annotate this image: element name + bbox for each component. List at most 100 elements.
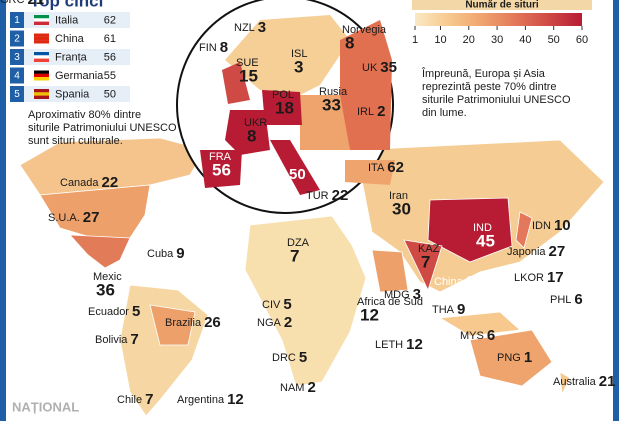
new-zealand (559, 371, 571, 396)
country-name: TUR (306, 190, 329, 202)
spain (200, 150, 242, 188)
legend-title: Număr de situri (465, 0, 539, 11)
country-name: Brazilia (165, 317, 202, 329)
australia (469, 329, 553, 387)
country-value: 12 (360, 305, 379, 324)
country-value: 7 (290, 246, 299, 265)
flag (34, 58, 49, 62)
country-name: Ecuador (88, 306, 129, 318)
country-label: Bolivia 7 (95, 331, 139, 348)
continents (19, 137, 605, 417)
country-label: Ecuador 5 (88, 303, 140, 320)
country-value: 22 (102, 174, 119, 191)
flag (34, 92, 49, 96)
country-value: 3 (413, 286, 421, 303)
mexico (69, 234, 131, 269)
country-value: 9 (457, 301, 465, 318)
country-name: Cuba (147, 248, 174, 260)
note-right: Împreună, Europa și Asia (421, 67, 546, 80)
country-name: UK (362, 62, 378, 74)
india (403, 239, 443, 292)
country-value: 9 (176, 245, 184, 262)
flag (34, 55, 49, 59)
country-name: Rusia (319, 86, 348, 98)
rank: 3 (14, 52, 20, 63)
flag (34, 33, 49, 37)
flag (34, 73, 49, 78)
legend-tick-label: 50 (548, 34, 560, 46)
note-left: sunt situri culturale. (28, 135, 123, 147)
country-label: Australia 21 (553, 373, 615, 390)
legend-tick-label: 10 (434, 34, 446, 46)
country-label: IDN 10 (532, 217, 571, 234)
rank-box (10, 67, 24, 84)
country-value: 55 (198, 112, 217, 131)
flag (34, 70, 49, 74)
flag (34, 52, 49, 56)
country-name: Japonia (507, 246, 546, 258)
legend-tick-label: 30 (491, 34, 503, 46)
indonesia (438, 311, 521, 337)
side-bar (613, 0, 619, 421)
country-name: NZL (234, 22, 255, 34)
rank: 5 (14, 89, 20, 100)
country-label: Argentina 12 (177, 391, 244, 408)
country-name: IDN (532, 220, 551, 232)
brazil (149, 304, 196, 346)
country-label: IRL 2 (357, 103, 385, 120)
country-value: 5 (299, 349, 307, 366)
rank-box (10, 30, 24, 47)
flag (34, 18, 49, 22)
country-label: GRC21 (0, 0, 44, 8)
east-europe (300, 95, 350, 150)
china (427, 197, 513, 263)
flag (34, 36, 49, 41)
country-value: 7 (130, 331, 138, 348)
value: 61 (104, 33, 116, 45)
country-name: MYS (460, 330, 484, 342)
country-name: Bolivia (95, 334, 128, 346)
country-value: 33 (322, 95, 341, 114)
country-value: 8 (247, 126, 256, 145)
color-bar (415, 13, 582, 26)
country-label: NAM 2 (280, 379, 316, 396)
country-value: 21 (599, 373, 616, 390)
iran (371, 249, 409, 293)
country-label: PNG 1 (497, 349, 532, 366)
value: 62 (104, 14, 116, 26)
japan (515, 211, 533, 249)
country: Italia (55, 14, 79, 26)
legend-tick-label: 60 (576, 34, 588, 46)
country-value: 50 (289, 166, 306, 183)
country-label: NZL 3 (234, 19, 266, 36)
country-value: 1 (524, 349, 532, 366)
country-value: 5 (132, 303, 140, 320)
country-label: ITA 62 (368, 159, 404, 176)
country-value: 2 (307, 379, 315, 396)
country-value: 10 (554, 217, 571, 234)
country-value: 61 (466, 273, 483, 290)
country-value: 12 (227, 391, 244, 408)
country-name: UKR (244, 117, 267, 129)
country-name: DZA (287, 237, 310, 249)
country-value: 2 (377, 103, 385, 120)
country-label: Chile 7 (117, 391, 153, 408)
country-value: 22 (332, 187, 349, 204)
country-value: 62 (387, 159, 404, 176)
country-value: 27 (549, 243, 566, 260)
country-name: PHL (550, 294, 571, 306)
country-value: 56 (212, 160, 231, 179)
country-label: Canada 22 (60, 174, 118, 191)
country-value: 5 (283, 296, 291, 313)
country-name: Argentina (177, 394, 225, 406)
country: Franța (55, 51, 88, 63)
country-label: DRC 5 (272, 349, 307, 366)
country-name: ESP (264, 169, 286, 181)
country-value: 21 (27, 0, 44, 8)
legend-tick-label: 20 (463, 34, 475, 46)
